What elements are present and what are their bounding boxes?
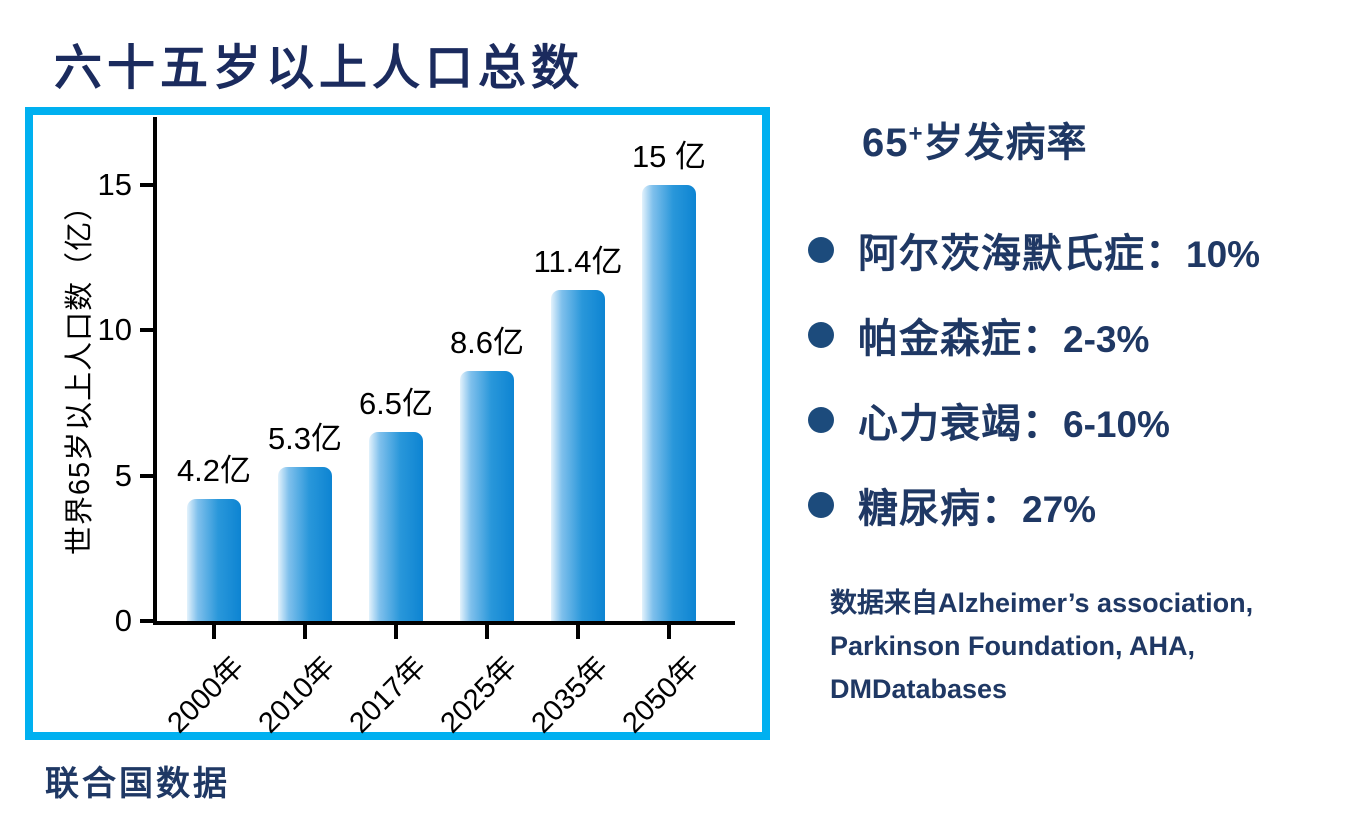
x-tick-label: 2010年: [252, 650, 342, 740]
x-tick-mark: [485, 625, 489, 639]
y-tick-label: 0: [114, 603, 132, 638]
y-tick-mark: [140, 328, 153, 333]
source-line: 数据来自Alzheimer’s association,: [830, 588, 1254, 618]
x-tick-mark: [576, 625, 580, 639]
y-axis-line: [153, 117, 157, 625]
population-bar-chart: 0 5 10 15 世界65岁以上人口数（亿） 4.2亿 2000年 5.3亿 2010年 6.5…: [25, 107, 770, 740]
x-tick-label: 2050年: [616, 650, 706, 740]
bullet-text: 糖尿病：27%: [858, 476, 1096, 534]
plot-area: 0 5 10 15 世界65岁以上人口数（亿） 4.2亿 2000年 5.3亿 2010年 6.5…: [33, 115, 762, 739]
y-tick-label: 10: [97, 312, 132, 348]
bar-2050年: [642, 185, 696, 621]
x-axis-line: [153, 621, 735, 625]
bullet-value: 6-10%: [1063, 404, 1170, 445]
page-title: 六十五岁以上人口总数: [54, 42, 585, 95]
bar-2035年: [551, 289, 605, 621]
bar-value-label: 4.2亿: [176, 452, 252, 488]
bullet-text: 心力衰竭：6-10%: [858, 391, 1170, 449]
y-tick-label: 15: [97, 167, 132, 202]
heading-superscript-plus: +: [908, 120, 924, 148]
x-tick-mark: [667, 625, 671, 639]
bar-value-label: 11.4亿: [533, 243, 623, 279]
x-tick-label: 2035年: [525, 650, 615, 740]
bar-2010年: [278, 466, 332, 621]
bullet-text: 阿尔茨海默氏症：10%: [858, 221, 1260, 279]
x-tick-mark: [212, 625, 216, 639]
bar-value-label: 6.5亿: [358, 386, 434, 422]
bullet-label: 心力衰竭：: [858, 402, 1063, 446]
bar-2017年: [369, 432, 423, 621]
bar-2000年: [187, 498, 241, 621]
bullet-text: 帕金森症：2-3%: [858, 306, 1149, 364]
x-tick-mark: [394, 625, 398, 639]
source-line: DMDatabases: [830, 674, 1008, 704]
bullet-dot-icon: [808, 237, 834, 263]
y-axis-title: 世界65岁以上人口数（亿）: [64, 190, 96, 556]
incidence-panel: 65+岁发病率 阿尔茨海默氏症：10% 帕金森症：2-3% 心力衰竭：6-10%…: [808, 110, 1353, 704]
y-tick-mark: [140, 183, 153, 187]
bullet-label: 阿尔茨海默氏症：: [858, 232, 1186, 276]
x-tick-mark: [303, 625, 307, 639]
y-tick-mark: [140, 473, 153, 478]
x-tick-label: 2025年: [434, 650, 524, 740]
y-tick-mark: [140, 619, 153, 623]
source-line: Parkinson Foundation, AHA,: [830, 631, 1196, 661]
bullet-diabetes: 糖尿病：27%: [808, 483, 1260, 531]
bullet-label: 帕金森症：: [858, 317, 1063, 361]
bullet-value: 27%: [1022, 489, 1097, 530]
bar-value-label: 8.6亿: [449, 325, 525, 361]
bar-2025年: [460, 371, 514, 621]
x-tick-label: 2000年: [161, 650, 251, 740]
incidence-list: 阿尔茨海默氏症：10% 帕金森症：2-3% 心力衰竭：6-10% 糖尿病：27%: [808, 228, 1260, 568]
bullet-dot-icon: [808, 407, 834, 433]
y-tick-label: 5: [114, 457, 132, 493]
bullet-heart-failure: 心力衰竭：6-10%: [808, 398, 1260, 446]
bullet-dot-icon: [808, 322, 834, 348]
heading-rest: 岁发病率: [923, 121, 1088, 165]
data-sources-note: 数据来自Alzheimer’s association, Parkinson F…: [830, 582, 1366, 711]
bar-value-label: 5.3亿: [267, 420, 343, 456]
bullet-value: 2-3%: [1063, 319, 1150, 360]
bullet-value: 10%: [1186, 234, 1261, 275]
x-tick-label: 2017年: [343, 650, 433, 740]
bullet-label: 糖尿病：: [858, 487, 1022, 531]
heading-base: 65: [862, 121, 909, 165]
panel-heading: 65+岁发病率: [862, 110, 1353, 168]
bullet-alzheimers: 阿尔茨海默氏症：10%: [808, 228, 1260, 276]
bullet-parkinsons: 帕金森症：2-3%: [808, 313, 1260, 361]
bar-value-label: 15 亿: [631, 139, 707, 174]
bullet-dot-icon: [808, 492, 834, 518]
chart-source-note: 联合国数据: [45, 765, 230, 803]
